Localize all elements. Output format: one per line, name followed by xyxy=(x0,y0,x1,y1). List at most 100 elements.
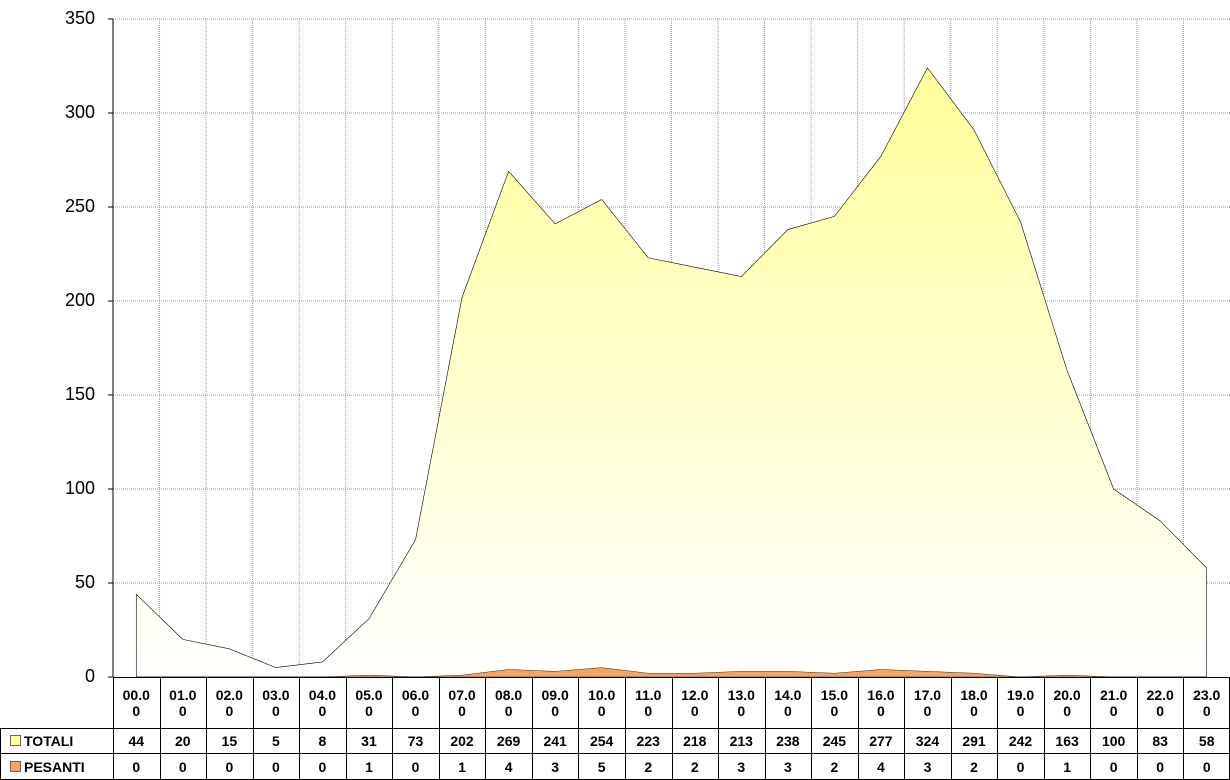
category-cell: 05.00 xyxy=(346,677,393,728)
value-cell: 0 xyxy=(1183,753,1230,780)
value-cell: 0 xyxy=(253,753,300,780)
value-cell: 242 xyxy=(997,728,1044,753)
value-cell: 44 xyxy=(113,728,160,753)
table-line xyxy=(624,677,626,780)
cell-text: 16.00 xyxy=(867,686,895,719)
value-cell: 83 xyxy=(1137,728,1184,753)
value-cell: 213 xyxy=(718,728,765,753)
value-cell: 324 xyxy=(904,728,951,753)
cell-text: 0 xyxy=(318,758,327,775)
value-cell: 5 xyxy=(578,753,625,780)
value-cell: 2 xyxy=(811,753,858,780)
value-cell: 5 xyxy=(253,728,300,753)
value-cell: 4 xyxy=(858,753,905,780)
cell-text: 01.00 xyxy=(169,686,197,719)
value-cell: 3 xyxy=(765,753,812,780)
cell-text: 0 xyxy=(1202,758,1211,775)
value-cell: 3 xyxy=(532,753,579,780)
category-cell: 09.00 xyxy=(532,677,579,728)
cell-text: 13.00 xyxy=(727,686,755,719)
value-cell: 0 xyxy=(1137,753,1184,780)
legend-label: TOTALI xyxy=(24,732,74,749)
category-cell: 23.00 xyxy=(1183,677,1230,728)
cell-text: 10.00 xyxy=(588,686,616,719)
cell-text: 291 xyxy=(962,732,986,749)
table-line xyxy=(1136,677,1138,780)
category-cell: 19.00 xyxy=(997,677,1044,728)
table-line xyxy=(0,728,1,780)
table-line xyxy=(811,677,813,780)
category-cell: 15.00 xyxy=(811,677,858,728)
value-cell: 277 xyxy=(858,728,905,753)
table-line xyxy=(438,677,440,780)
cell-text: 324 xyxy=(915,732,940,749)
value-cell: 2 xyxy=(951,753,998,780)
category-cell: 18.00 xyxy=(951,677,998,728)
cell-text: 22.00 xyxy=(1146,686,1174,719)
table-line xyxy=(764,677,766,780)
category-cell: 11.00 xyxy=(625,677,672,728)
table-line xyxy=(0,728,1230,729)
cell-text: 44 xyxy=(128,732,145,749)
table-line xyxy=(950,677,952,780)
value-cell: 0 xyxy=(997,753,1044,780)
table-line xyxy=(997,677,999,780)
category-cell: 13.00 xyxy=(718,677,765,728)
category-cell: 02.00 xyxy=(206,677,253,728)
value-cell: 3 xyxy=(718,753,765,780)
cell-text: 0 xyxy=(132,758,141,775)
cell-text: 0 xyxy=(411,758,420,775)
cell-text: 241 xyxy=(543,732,567,749)
cell-text: 4 xyxy=(877,758,885,775)
cell-text: 2 xyxy=(644,758,653,775)
cell-text: 04.00 xyxy=(308,686,337,719)
cell-text: 8 xyxy=(318,732,327,749)
y-tick-label: 50 xyxy=(75,572,95,592)
cell-text: 20 xyxy=(175,732,191,749)
cell-text: 17.00 xyxy=(913,686,942,719)
value-cell: 269 xyxy=(485,728,532,753)
legend-entry: TOTALI xyxy=(0,728,113,753)
cell-text: 07.00 xyxy=(448,686,476,719)
table-line xyxy=(578,677,580,780)
category-cell: 03.00 xyxy=(253,677,300,728)
y-tick-label: 100 xyxy=(65,478,95,498)
category-cell: 07.00 xyxy=(439,677,486,728)
table-line xyxy=(1043,677,1045,780)
table-line xyxy=(299,677,301,780)
category-cell: 10.00 xyxy=(578,677,625,728)
value-cell: 100 xyxy=(1090,728,1137,753)
cell-text: 5 xyxy=(597,758,606,775)
cell-text: 100 xyxy=(1101,732,1126,749)
cell-text: 1 xyxy=(365,758,373,775)
cell-text: 238 xyxy=(776,732,800,749)
cell-text: 06.00 xyxy=(401,686,430,719)
y-tick-label: 350 xyxy=(65,8,95,28)
table-line xyxy=(671,677,673,780)
legend-key xyxy=(10,735,21,746)
value-cell: 8 xyxy=(299,728,346,753)
table-line xyxy=(206,677,208,780)
cell-text: 3 xyxy=(783,758,792,775)
cell-text: 254 xyxy=(589,732,614,749)
value-cell: 1 xyxy=(346,753,393,780)
table-line xyxy=(345,677,347,780)
cell-text: 0 xyxy=(1156,758,1165,775)
table-line xyxy=(159,677,161,780)
area xyxy=(135,67,1208,678)
cell-text: 218 xyxy=(683,732,707,749)
table-line xyxy=(904,677,906,780)
cell-text: 269 xyxy=(496,732,521,749)
cell-text: 213 xyxy=(729,732,753,749)
table-line xyxy=(1183,677,1185,780)
table-line xyxy=(531,677,533,780)
cell-text: 202 xyxy=(450,732,474,749)
value-cell: 31 xyxy=(346,728,393,753)
value-cell: 202 xyxy=(439,728,486,753)
table-line xyxy=(113,677,114,780)
value-cell: 3 xyxy=(904,753,951,780)
y-tick-label: 250 xyxy=(65,196,95,216)
cell-text: 19.00 xyxy=(1006,686,1035,719)
cell-text: 0 xyxy=(178,758,187,775)
y-tick-label: 300 xyxy=(65,102,95,122)
